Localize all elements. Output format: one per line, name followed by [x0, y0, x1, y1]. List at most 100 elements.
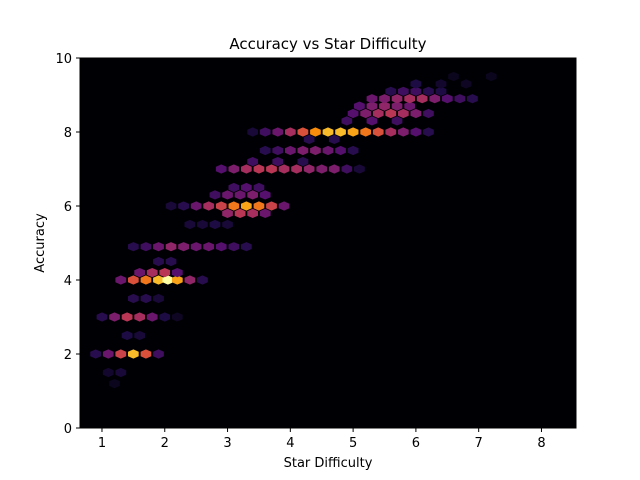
hexbin-cell — [460, 79, 472, 89]
hexbin-cell — [404, 94, 415, 104]
hexbin-cell — [385, 86, 397, 96]
hexbin-cell — [171, 275, 183, 285]
hexbin-cell — [423, 108, 434, 119]
y-axis-ticks: 0 2 4 6 8 10 — [55, 52, 80, 437]
x-tick-label: 6 — [412, 436, 420, 451]
hexbin-cell — [328, 134, 340, 144]
hexbin-cell — [90, 349, 102, 359]
hexbin-cell — [278, 164, 290, 174]
hexbin-cell — [435, 86, 447, 96]
hexbin-cell — [266, 201, 277, 211]
hexbin-cell — [209, 190, 221, 200]
y-tick-label: 6 — [64, 200, 72, 215]
hexbin-cell — [165, 201, 177, 211]
hexbin-cell — [140, 349, 152, 359]
hexbin-cell — [228, 242, 240, 252]
x-tick-label: 2 — [161, 436, 169, 451]
hexbin-cell — [366, 101, 378, 111]
hexbin-cell — [322, 127, 334, 137]
hexbin-cell — [297, 157, 309, 167]
hexbin-cell — [347, 108, 359, 119]
x-tick-label: 3 — [223, 436, 231, 451]
hexbin-cell — [485, 71, 497, 82]
hexbin-cell — [448, 71, 459, 82]
hexbin-cell — [360, 127, 371, 137]
plot-frame — [79, 57, 577, 429]
hexbin-cell — [222, 208, 233, 218]
hexbin-cell — [391, 101, 403, 111]
plot-area — [80, 58, 576, 428]
hexbin-cell — [441, 94, 453, 104]
hexbin-cell — [467, 94, 478, 104]
hexbin-cell — [153, 293, 164, 304]
hexbin-cell — [128, 275, 139, 285]
hexbin-cell — [171, 312, 183, 322]
hexbin-cell — [203, 201, 215, 211]
hexbin-cell — [165, 242, 177, 252]
hexbin-cell — [360, 108, 371, 119]
hexbin-cell — [272, 127, 284, 137]
hexbin-cell — [247, 157, 258, 167]
hexbin-cell — [109, 379, 120, 389]
hexbin-cell — [228, 164, 240, 174]
hexbin-cell — [272, 157, 284, 167]
hexbin-cell — [347, 127, 359, 137]
hexbin-cell — [222, 190, 233, 200]
hexbin-cell — [341, 164, 353, 174]
hexbin-cell — [209, 219, 221, 230]
hexbin-cell — [303, 134, 315, 144]
hexbin-cell — [215, 242, 227, 252]
hexbin-cell — [247, 190, 258, 200]
x-tick-label: 4 — [286, 436, 294, 451]
hexbin-cell — [153, 242, 164, 252]
hexbin-cell — [322, 145, 334, 156]
hexbin-cell — [241, 242, 252, 252]
hexbin-cell — [435, 79, 447, 89]
hexbin-cell — [140, 275, 152, 285]
hexbin-cell — [278, 201, 290, 211]
hexbin-cell — [121, 330, 133, 341]
hexbin-cell — [162, 275, 174, 285]
hexbin-cell — [228, 201, 240, 211]
x-tick-label: 1 — [98, 436, 106, 451]
hexbin-cell — [215, 164, 227, 174]
hexbin-cell — [190, 242, 202, 252]
y-axis-label: Accuracy — [33, 213, 48, 273]
hexbin-cell — [410, 79, 422, 89]
hexbin-cell — [404, 101, 415, 111]
hexbin-cell — [184, 219, 196, 230]
hexbin-cell — [153, 256, 164, 267]
hexbin-cell — [398, 108, 409, 119]
hexbin-cell — [159, 268, 171, 278]
hexbin-cell — [259, 145, 271, 156]
hexbin-cell — [115, 349, 127, 359]
y-tick-label: 10 — [55, 52, 72, 67]
hexbin-cell — [398, 127, 409, 137]
hexbin-cell — [391, 94, 403, 104]
x-axis-ticks: 1 2 3 4 5 6 7 8 — [98, 428, 546, 451]
hexbin-cell — [423, 86, 434, 96]
hexbin-cell — [222, 219, 233, 230]
hexbin-cell — [310, 145, 321, 156]
hexbin-cell — [184, 275, 196, 285]
hexbin-cell — [146, 312, 158, 322]
hexbin-cell — [134, 330, 145, 341]
hexbin-cell — [354, 164, 365, 174]
hexbin-cell — [121, 312, 133, 322]
hexbin-cell — [96, 312, 108, 322]
hexbin-cell — [379, 94, 390, 104]
hexbin-cell — [291, 164, 302, 174]
hexbin-cell — [398, 86, 409, 96]
hexbin-cell — [115, 275, 127, 285]
hexbin-cell — [379, 101, 390, 111]
hexbin-cell — [423, 127, 434, 137]
hexbin-cell — [102, 349, 114, 359]
hexbin-cell — [372, 108, 384, 119]
hexbin-cell — [153, 275, 164, 285]
hexbin-cell — [203, 242, 215, 252]
hexbin-cell — [190, 201, 202, 211]
hexbin-cell — [128, 293, 139, 304]
hexbin-cell — [247, 208, 258, 218]
hexbin-cell — [272, 145, 284, 156]
